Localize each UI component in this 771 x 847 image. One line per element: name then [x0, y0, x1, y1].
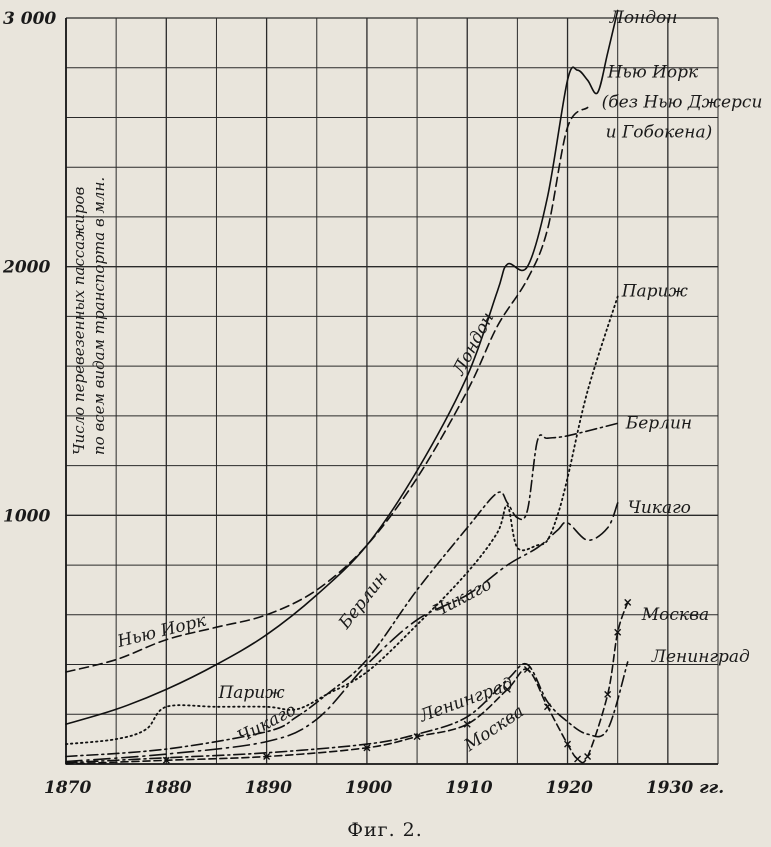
y-axis-label-line-2: по всем видам транспорта в млн.: [90, 177, 108, 455]
series-marker-6: [564, 740, 572, 748]
series-annotation: и Гобокена): [606, 122, 713, 142]
series-annotation: Лондон: [609, 8, 678, 28]
series-line-3: [65, 422, 619, 758]
series-line-5: [65, 661, 629, 764]
x-tick-label: 1910: [445, 778, 492, 798]
x-tick-label: 1890: [245, 778, 292, 798]
series-line-0: [65, 9, 619, 725]
x-tick-label: 1930 гг.: [646, 778, 724, 798]
series-annotation: (без Нью Джерси: [602, 93, 763, 113]
series-marker-6: [263, 753, 271, 761]
series-lines: [65, 9, 632, 765]
y-axis-label-line-1: Число перевезенных пассажиров: [70, 186, 88, 455]
series-annotation: Париж: [217, 683, 285, 703]
series-marker-6: [624, 598, 632, 606]
x-tick-label: 1870: [44, 778, 91, 798]
series-annotation: Москва: [641, 605, 709, 625]
figure-caption: Фиг. 2.: [347, 819, 423, 841]
series-annotation: Нью Иорк: [607, 63, 699, 83]
series-marker-6: [543, 703, 551, 711]
series-marker-6: [604, 690, 612, 698]
series-marker-6: [503, 685, 511, 693]
y-tick-label: 3 000: [3, 9, 56, 29]
series-annotation: Париж: [621, 282, 689, 302]
x-tick-label: 1920: [546, 778, 593, 798]
x-tick-label: 1900: [345, 778, 392, 798]
series-line-2: [65, 295, 619, 745]
series-marker-6: [363, 744, 371, 752]
series-line-1: [65, 106, 589, 673]
y-tick-label: 1000: [3, 506, 50, 526]
series-marker-6: [614, 628, 622, 636]
series-marker-6: [162, 756, 170, 764]
series-marker-6: [574, 755, 582, 763]
series-annotation: Берлин: [625, 413, 692, 433]
series-marker-6: [413, 733, 421, 741]
x-tick-label: 1880: [144, 778, 191, 798]
series-marker-6: [584, 753, 592, 761]
series-line-4: [65, 502, 619, 763]
series-annotation: Ленинград: [651, 647, 750, 667]
series-annotation: Чикаго: [628, 498, 691, 518]
y-tick-label: 2000: [2, 258, 50, 278]
grid: [65, 17, 719, 765]
tick-labels: 1870 1880 1890 1900 1910 1920 1930 гг. 1000 2000…: [2, 9, 724, 798]
series-marker-6: [523, 666, 531, 674]
series-marker-6: [463, 720, 471, 728]
